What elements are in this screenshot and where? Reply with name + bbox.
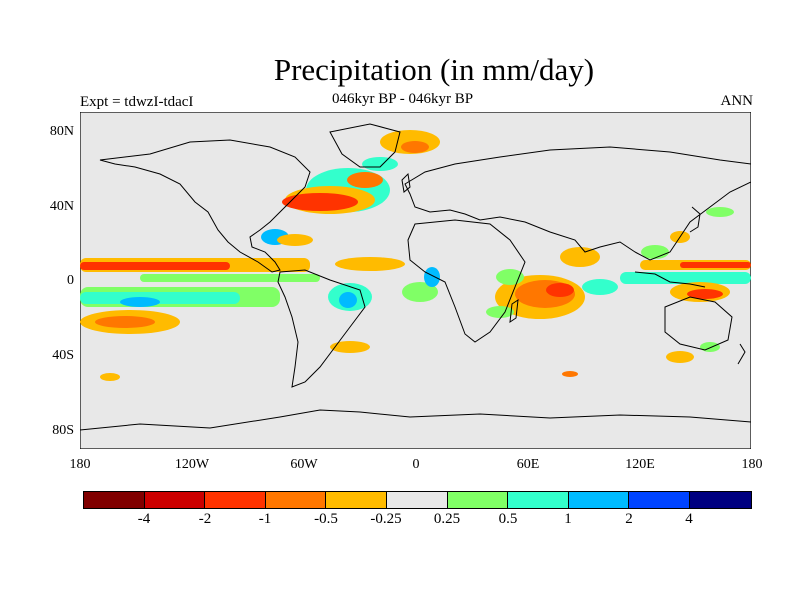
- lat-label-80s: 80S: [52, 423, 74, 438]
- anomaly-pacific-itcz-2: [140, 274, 320, 282]
- colorbar-box-4: [265, 492, 327, 508]
- anomaly-east-africa: [496, 269, 524, 285]
- lon-label-120w: 120W: [174, 457, 210, 472]
- colorbar-label-7: 0.5: [498, 511, 518, 527]
- experiment-label: Expt = tdwzI-tdacI: [80, 94, 194, 110]
- coast-south-america: [277, 269, 366, 388]
- anomaly-india: [560, 247, 600, 267]
- colorbar-box-8: [508, 492, 569, 508]
- anomaly-atlantic-south: [402, 282, 438, 302]
- anomaly-north-atlantic-1-core: [401, 141, 429, 153]
- coast-eurasia: [404, 146, 751, 261]
- coast-uk: [401, 172, 411, 193]
- colorbar-box-1: [84, 492, 145, 508]
- colorbar-box-7: [447, 492, 509, 508]
- coast-indonesia: [634, 271, 706, 288]
- coast-greenland: [329, 123, 401, 168]
- colorbar-label-1: -4: [137, 511, 151, 527]
- coast-madagascar: [509, 298, 519, 324]
- colorbar-label-2: -2: [198, 511, 212, 527]
- anomaly-west-pacific-core: [680, 262, 751, 268]
- anomaly-pacific-south-3: [120, 297, 160, 307]
- colorbar-box-5: [326, 492, 387, 508]
- lat-label-80n: 80N: [49, 124, 74, 139]
- precipitation-map: [80, 112, 751, 449]
- lat-label-40n: 40N: [49, 199, 74, 214]
- anomaly-congo: [424, 267, 440, 287]
- anomaly-madagascar: [486, 306, 514, 318]
- lon-label-180e: 180: [741, 457, 763, 472]
- lon-label-60e: 60E: [516, 457, 540, 472]
- colorbar-label-6: 0.25: [433, 511, 461, 527]
- anomaly-west-pacific-2: [620, 272, 751, 284]
- colorbar-box-10: [629, 492, 690, 508]
- chart-title: Precipitation (in mm/day): [273, 52, 595, 87]
- anomaly-southern-indian: [562, 371, 578, 377]
- chart-subtitle: 046kyr BP - 046kyr BP: [332, 91, 474, 107]
- coast-antarctica: [80, 409, 751, 431]
- colorbar-box-9: [568, 492, 630, 508]
- anomaly-south-pacific-core: [95, 316, 155, 328]
- lon-label-0: 0: [412, 457, 420, 472]
- anomaly-caribbean-2: [277, 234, 313, 246]
- coast-new-zealand: [737, 343, 746, 365]
- colorbar-box-2: [144, 492, 206, 508]
- anomaly-brazil-core: [339, 292, 357, 308]
- colorbar-box-11: [689, 492, 751, 508]
- anomaly-australia-north-core: [687, 289, 723, 299]
- anomaly-indian-ocean-core: [546, 283, 574, 297]
- lat-label-40s: 40S: [52, 348, 74, 363]
- coastlines: [80, 123, 751, 431]
- coast-africa: [407, 219, 526, 343]
- anomaly-tasman: [666, 351, 694, 363]
- lon-label-120e: 120E: [625, 457, 655, 472]
- colorbar-label-9: 2: [625, 511, 633, 527]
- map-canvas: [80, 112, 751, 449]
- anomaly-north-atlantic-4: [347, 172, 383, 188]
- lat-label-0: 0: [67, 273, 74, 288]
- coast-australia: [664, 296, 733, 351]
- lon-label-60w: 60W: [290, 457, 318, 472]
- anomaly-pacific-south-2: [80, 292, 240, 304]
- anomaly-north-atlantic-5: [362, 157, 398, 171]
- colorbar-label-10: 4: [685, 511, 693, 527]
- colorbar-box-6: [386, 492, 448, 508]
- colorbar-label-5: -0.25: [370, 511, 402, 527]
- anomaly-field: [80, 130, 751, 381]
- anomaly-north-pacific: [706, 207, 734, 217]
- anomaly-tasman-2: [700, 342, 720, 352]
- season-label: ANN: [720, 93, 754, 109]
- anomaly-south-atlantic: [330, 341, 370, 353]
- colorbar: [83, 491, 752, 509]
- anomaly-atlantic-itcz: [335, 257, 405, 271]
- lon-label-180w: 180: [69, 457, 91, 472]
- coast-north-america: [99, 139, 311, 273]
- coast-japan: [689, 206, 701, 233]
- colorbar-box-3: [205, 492, 266, 508]
- colorbar-label-3: -1: [258, 511, 272, 527]
- colorbar-label-8: 1: [564, 511, 572, 527]
- colorbar-label-4: -0.5: [314, 511, 338, 527]
- anomaly-pacific-itcz-core: [80, 262, 230, 270]
- anomaly-north-atlantic-core: [282, 193, 358, 211]
- anomaly-southern-pacific: [100, 373, 120, 381]
- anomaly-indian-east: [582, 279, 618, 295]
